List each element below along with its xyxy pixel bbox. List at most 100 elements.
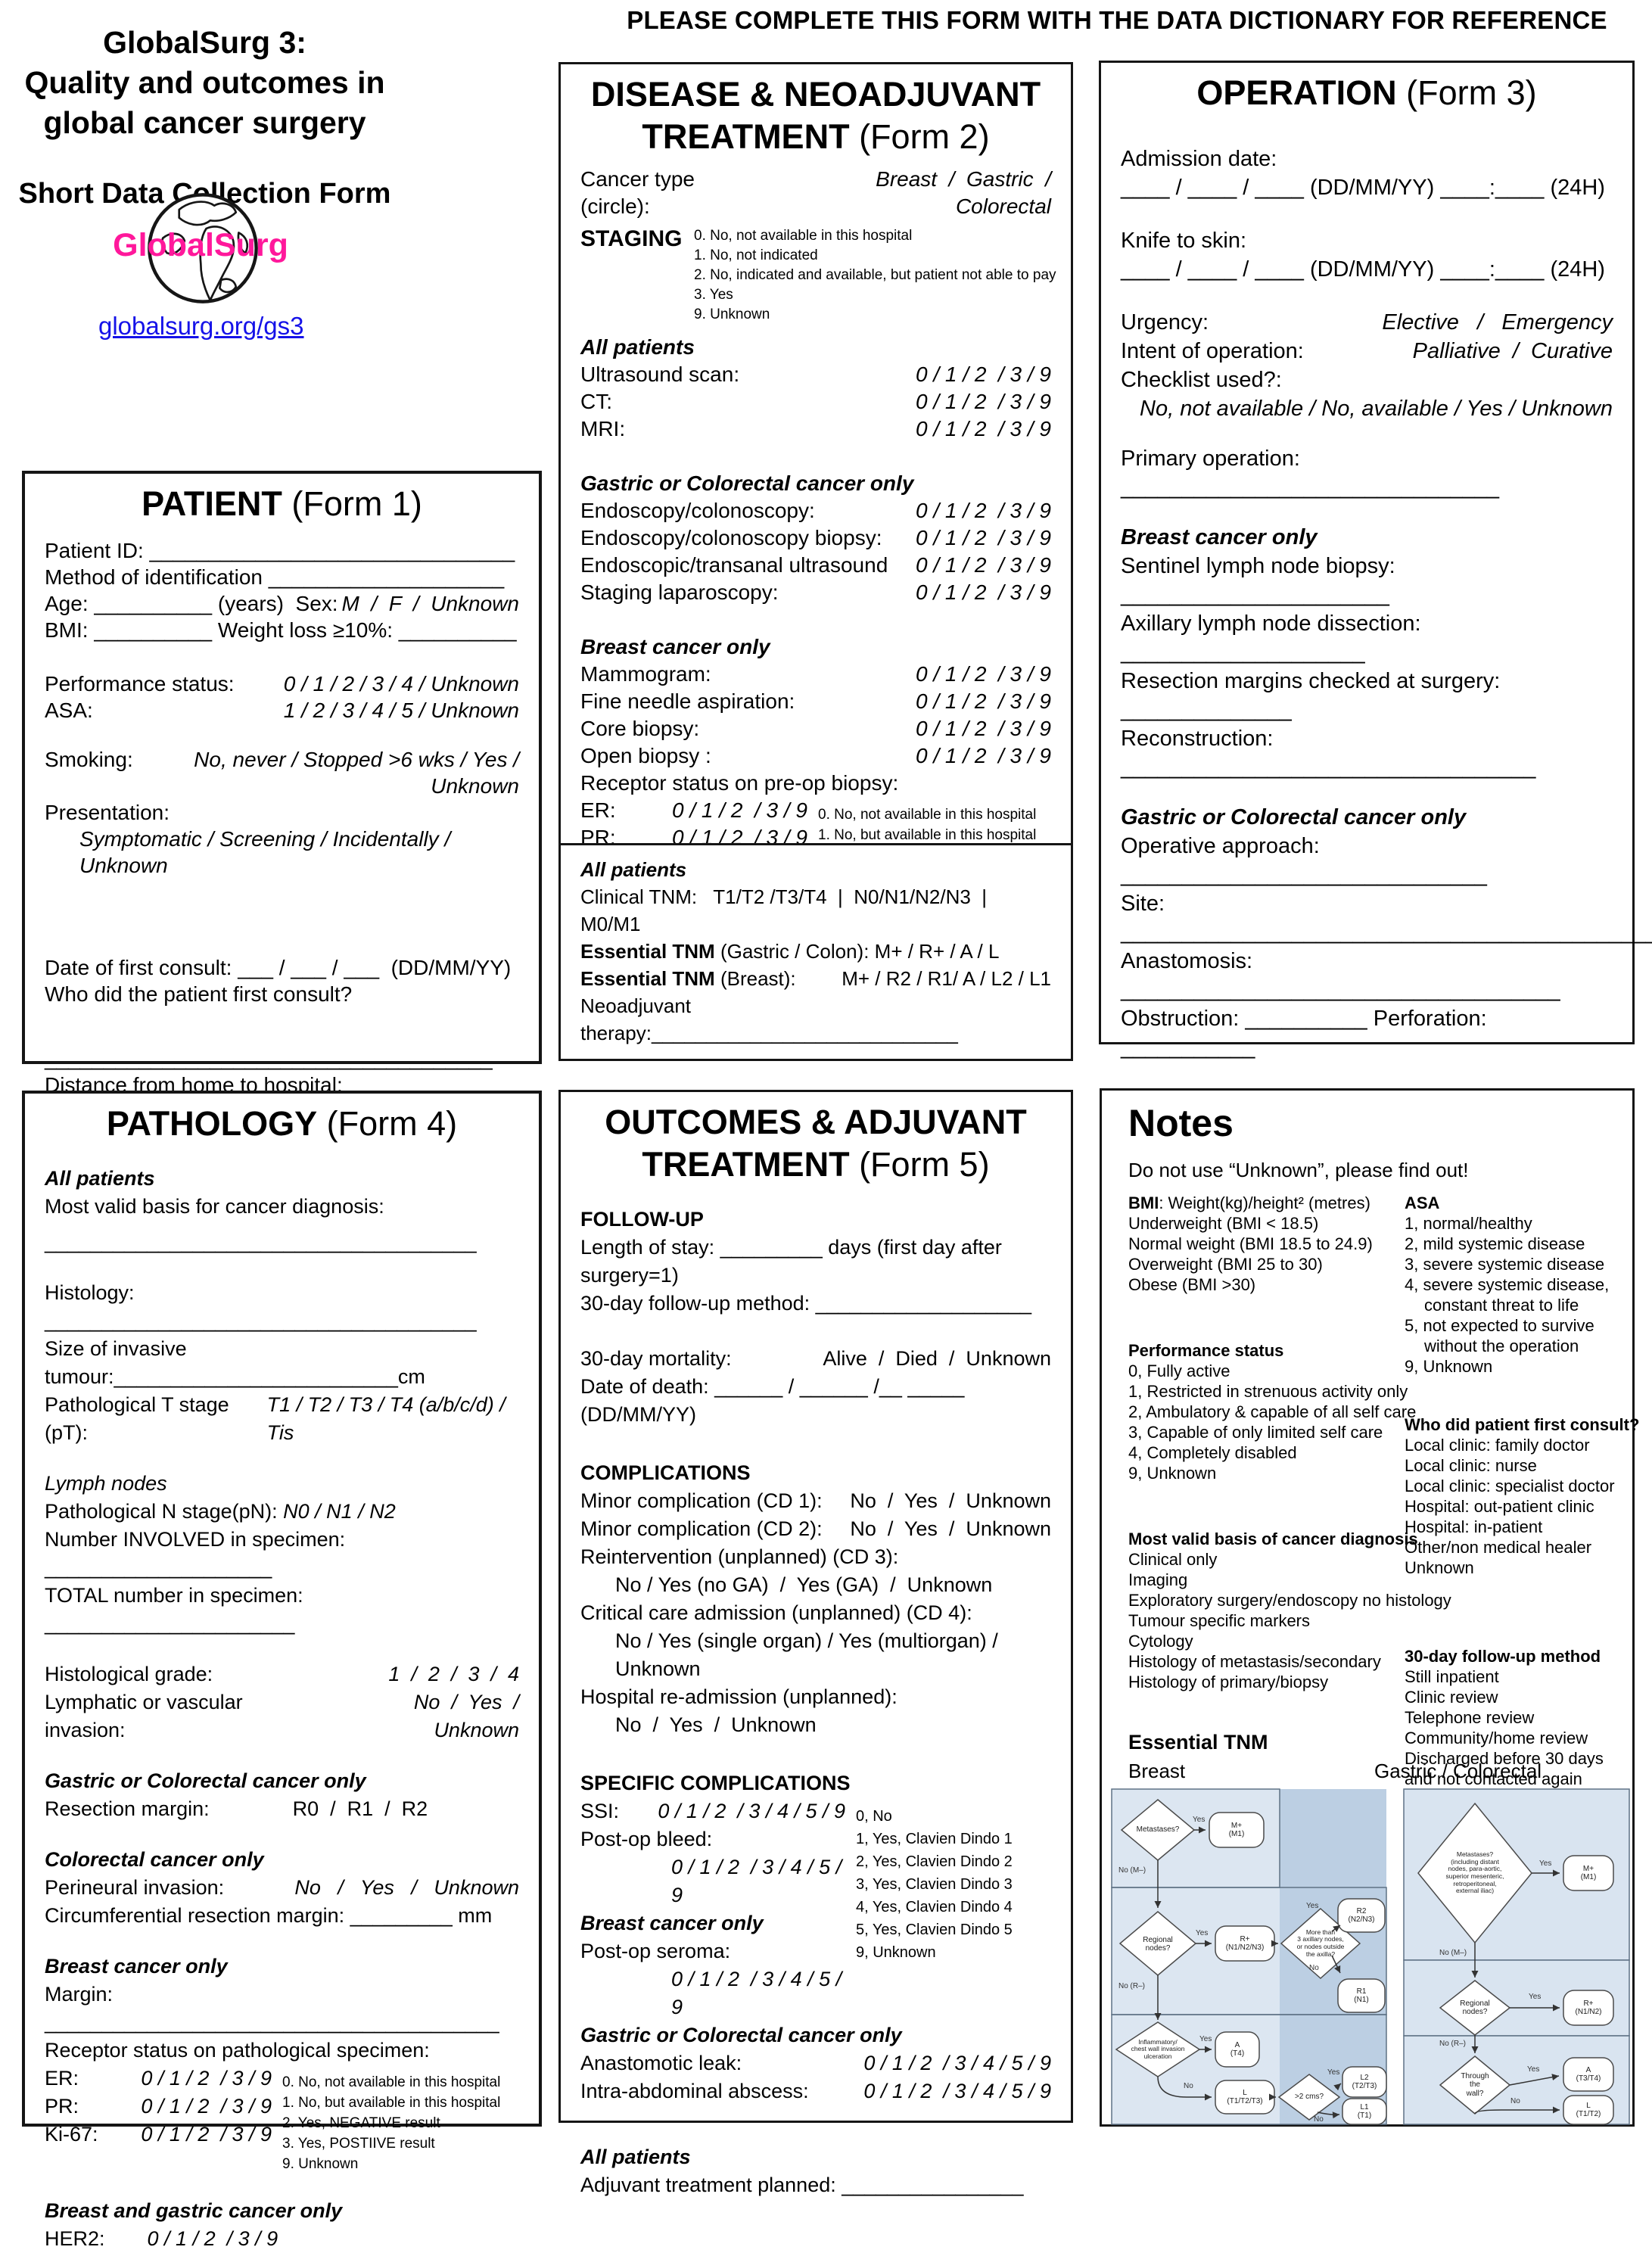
row-label: CT:	[580, 390, 612, 413]
notes-line: Community/home review	[1405, 1728, 1635, 1748]
row-label: Histological grade:	[45, 1663, 213, 1685]
tnm-breast-flowchart: Metastases? M+ (M1) Yes No (M–) Regional…	[1111, 1788, 1387, 2125]
flow-edge-label: No (R–)	[1439, 2040, 1467, 2048]
notes-line-text: 1, Restricted in strenuous activity only	[1128, 1382, 1408, 1401]
notes-line-text: 2, mild systemic disease	[1405, 1234, 1585, 1253]
notes-line-text: Clinic review	[1405, 1688, 1498, 1707]
notes-line: Unknown	[1405, 1557, 1635, 1578]
row-label: Length of stay: _________ days (first da…	[580, 1236, 1008, 1287]
form-row: ______________________________________	[45, 1045, 519, 1072]
row-label: Histology: _____________________________…	[45, 1281, 477, 1332]
notes-line: Histology of metastasis/secondary	[1128, 1651, 1492, 1672]
staging-section: STAGING 0. No, not available in this hos…	[561, 220, 1071, 325]
form-row: Breast cancer only	[45, 1953, 519, 1981]
form-row: Site: __________________________________…	[1121, 889, 1652, 947]
notes-line: constant threat to life	[1405, 1295, 1635, 1315]
form-row: Number INVOLVED in specimen: ___________…	[45, 1526, 519, 1582]
row-label: 0 / 1 / 2 / 3 / 4 / 5 / 9	[671, 1856, 848, 1906]
form-row: Knife to skin:	[1121, 226, 1613, 255]
row-options: 0 / 1 / 2 / 3 / 9	[147, 2227, 278, 2250]
essential-tnm-breast-row: Essential TNM (Breast): M+ / R2 / R1/ A /…	[580, 965, 1051, 992]
row-label: 30-day follow-up method: _______________…	[580, 1292, 1031, 1315]
notes-line-text: Normal weight (BMI 18.5 to 24.9)	[1128, 1234, 1373, 1253]
notes-line: Most valid basis of cancer diagnosis	[1128, 1529, 1492, 1549]
notes-line: Local clinic: family doctor	[1405, 1435, 1635, 1455]
row-options: 0 / 1 / 2 / 3 / 9	[916, 417, 1051, 440]
row-label: Size of invasive tumour:________________…	[45, 1337, 425, 1388]
row-label: Obstruction: __________ Perforation: ___…	[1121, 1007, 1493, 1060]
form-row: Admission date:	[1121, 145, 1613, 173]
notes-line-bold: Who did patient first consult?	[1405, 1415, 1640, 1434]
form-row: MRI: 0 / 1 / 2 / 3 / 9	[580, 415, 1051, 443]
flow-edge-label: No	[1510, 2097, 1520, 2105]
form-row: Breast cancer only	[580, 1909, 845, 1937]
form3-title-bold: OPERATION	[1196, 73, 1397, 112]
notes-line: 30-day follow-up method	[1405, 1646, 1635, 1666]
form-row: Perineural invasion: No / Yes / Unknown	[45, 1874, 519, 1902]
row-label: All patients	[580, 858, 687, 881]
row-label: Checklist used?:	[1121, 368, 1282, 392]
flow-node-label: Metastases? (including distant nodes, pa…	[1445, 1850, 1504, 1895]
form-row: No / Yes (single organ) / Yes (multiorga…	[580, 1627, 1051, 1683]
notes-line-text: Still inpatient	[1405, 1667, 1499, 1686]
legend-line: 5, Yes, Clavien Dindo 5	[856, 1922, 1013, 1938]
notes-line: Imaging	[1128, 1570, 1492, 1590]
flow-edge-label: Yes	[1193, 1816, 1206, 1824]
pathology-form-box: PATHOLOGY (Form 4) All patients Most val…	[22, 1091, 542, 2250]
legend-line: 2. Yes, NEGATIVE result	[282, 2115, 440, 2131]
row-label: Most valid basis for cancer diagnosis:	[45, 1195, 384, 1218]
legend-line: 1. No, but available in this hospital	[818, 827, 1037, 843]
form-row: Gastric or Colorectal cancer only	[45, 1767, 519, 1795]
form-row: Lymphatic or vascular invasion: No / Yes …	[45, 1688, 519, 1744]
row-label: Clinical TNM: T1/T2 /T3/T4 | N0/N1/N2/N3…	[580, 885, 998, 935]
form-row: Reconstruction: ________________________…	[1121, 724, 1613, 782]
form-row: Post-op seroma:	[580, 1937, 845, 1965]
form4-title-reg: (Form 4)	[317, 1104, 458, 1143]
masthead-title-line: global cancer surgery	[43, 105, 366, 140]
notes-line-text: Local clinic: nurse	[1405, 1456, 1537, 1475]
notes-line: Discharged before 30 days	[1405, 1748, 1635, 1769]
form-row: 0 / 1 / 2 / 3 / 4 / 5 / 9	[580, 1853, 845, 1909]
notes-line-bold: 30-day follow-up method	[1405, 1647, 1601, 1666]
form-row: Date of first consult: ___ / ___ / ___ (…	[45, 954, 519, 981]
form-row: ____ / ____ / ____ (DD/MM/YY) ____:____ …	[1121, 173, 1613, 202]
form-row: Obstruction: __________ Perforation: ___…	[1121, 1004, 1613, 1062]
notes-line-text: without the operation	[1424, 1337, 1579, 1355]
flow-node-label: M+ (M1)	[1228, 1821, 1245, 1838]
row-options: 0 / 1 / 2 / 3 / 4 / 5 / 9	[658, 1800, 845, 1822]
row-options: M / F / Unknown	[341, 592, 519, 615]
form-row: Breast and gastric cancer only	[45, 2197, 519, 2225]
notes-line-text: 4, severe systemic disease,	[1405, 1275, 1610, 1294]
form-row: Checklist used?:	[1121, 366, 1613, 394]
notes-line: without the operation	[1405, 1336, 1635, 1356]
essential-tnm-gc-row: Essential TNM (Gastric / Colon): M+ / R+…	[580, 938, 1051, 965]
row-label: Urgency:	[1121, 310, 1209, 335]
receptor-pathology-section: ER: 0 / 1 / 2 / 3 / 9 PR: 0 / 1 / 2 / 3 / …	[25, 2065, 539, 2174]
row-label: Knife to skin:	[1121, 229, 1247, 253]
notes-line: Clinic review	[1405, 1687, 1635, 1707]
form4-title-bold: PATHOLOGY	[106, 1104, 318, 1143]
notes-line-text: constant threat to life	[1424, 1296, 1579, 1315]
notes-line: Obese (BMI >30)	[1128, 1274, 1492, 1295]
form-row: Staging laparoscopy: 0 / 1 / 2 / 3 / 9	[580, 579, 1051, 606]
notes-line-text: Hospital: in-patient	[1405, 1517, 1543, 1536]
legend-line: 9, Unknown	[856, 1944, 936, 1961]
row-label: Gastric or Colorectal cancer only	[45, 1769, 366, 1792]
flow-node-label: L1 (T1)	[1357, 2102, 1372, 2120]
row-label: Open biopsy :	[580, 744, 711, 767]
form-row: Most valid basis for cancer diagnosis:	[45, 1193, 519, 1221]
flow-node-label: A (T4)	[1230, 2040, 1245, 2058]
notes-line: Local clinic: nurse	[1405, 1455, 1635, 1476]
form-row: 30-day follow-up method: _______________…	[580, 1290, 1051, 1318]
row-label: Breast cancer only	[1121, 525, 1318, 549]
operation-form-box: OPERATION (Form 3) Admission date: ____ …	[1099, 61, 1652, 1274]
flow-node-label: Inflammatory/ chest wall invasion ulcera…	[1131, 2037, 1185, 2060]
globalsurg-link[interactable]: globalsurg.org/gs3	[98, 312, 304, 340]
flow-node-label: L (T1/T2)	[1576, 2101, 1601, 2118]
notes-line: Hospital: in-patient	[1405, 1517, 1635, 1537]
tnm-breast-label: Breast	[1128, 1760, 1186, 1782]
form-row: Mammogram: 0 / 1 / 2 / 3 / 9	[580, 661, 1051, 688]
form-row: ____ / ____ / ____ (DD/MM/YY) ____:____ …	[1121, 255, 1613, 284]
row-label: Reintervention (unplanned) (CD 3):	[580, 1545, 899, 1568]
flow-node-label: R+ (N1/N2/N3)	[1225, 1934, 1265, 1952]
